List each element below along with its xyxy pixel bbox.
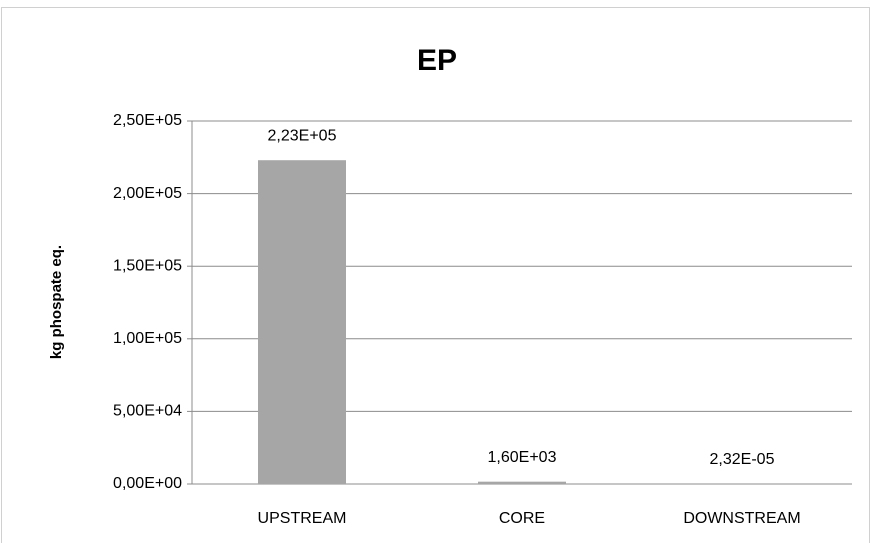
y-tick-label: 2,50E+05 xyxy=(113,112,182,129)
x-tick-label: DOWNSTREAM xyxy=(683,510,800,527)
y-tick-label: 5,00E+04 xyxy=(113,403,182,420)
data-label: 2,23E+05 xyxy=(268,127,337,144)
x-tick-label: CORE xyxy=(499,510,545,527)
y-tick-label: 1,00E+05 xyxy=(113,330,182,347)
y-tick-label: 0,00E+00 xyxy=(113,475,182,492)
chart-frame xyxy=(1,7,870,543)
x-tick-label: UPSTREAM xyxy=(258,510,347,527)
chart-title: EP xyxy=(417,44,457,77)
data-label: 2,32E-05 xyxy=(710,451,775,468)
data-label: 1,60E+03 xyxy=(488,449,557,466)
y-tick-label: 1,50E+05 xyxy=(113,257,182,274)
y-axis-label: kg phospate eq. xyxy=(48,245,65,359)
bar xyxy=(478,481,566,484)
y-tick-label: 2,00E+05 xyxy=(113,185,182,202)
bar xyxy=(258,160,346,485)
